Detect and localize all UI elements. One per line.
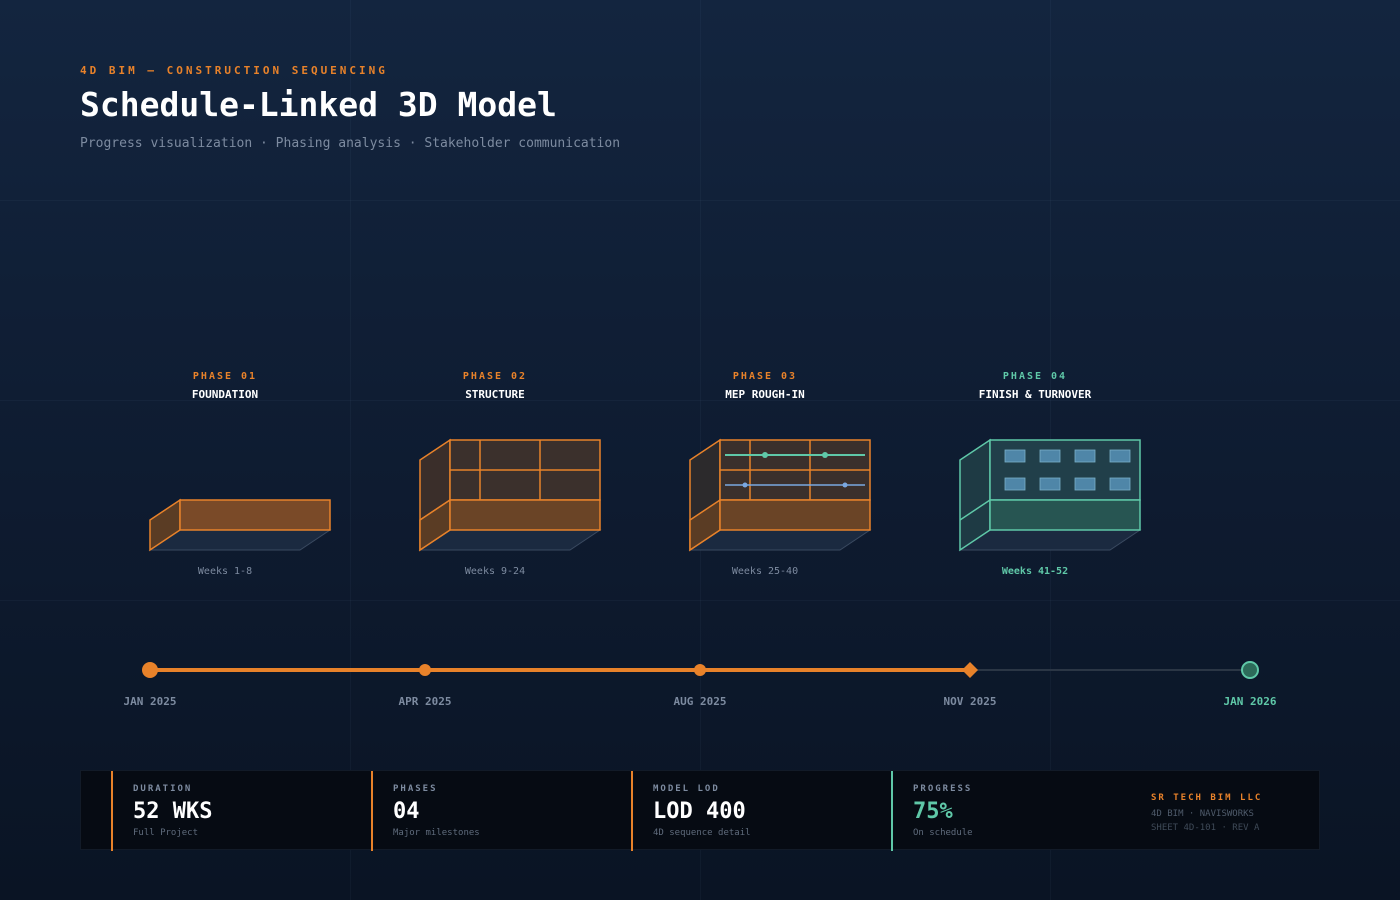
milestone-current-marker (962, 662, 978, 678)
milestone-jan-2025 (142, 662, 158, 678)
phase-number: PHASE 03 (732, 371, 798, 382)
header: 4D BIM — CONSTRUCTION SEQUENCING Schedul… (80, 64, 620, 151)
metric-note: Major milestones (393, 828, 480, 838)
phase-1-model (148, 498, 332, 552)
phase-name: FOUNDATION (191, 388, 259, 401)
metric-label: PHASES (393, 784, 438, 794)
page-subtitle: Progress visualization · Phasing analysi… (80, 136, 621, 151)
metric-label: PROGRESS (913, 784, 973, 794)
metric-note: On schedule (913, 828, 973, 838)
metric-progress: PROGRESS 75% On schedule (891, 771, 1131, 851)
metric-label: DURATION (133, 784, 193, 794)
milestone-jan-2026 (1241, 661, 1259, 679)
page-title: Schedule-Linked 3D Model (80, 85, 557, 124)
phase-label-4: PHASE 04 FINISH & TURNOVER (925, 371, 1145, 401)
window-grid (1004, 449, 1131, 491)
timeline-date: AUG 2025 (673, 695, 727, 708)
timeline-date: APR 2025 (398, 695, 452, 708)
milestone-aug-2025 (694, 664, 706, 676)
metric-note: Full Project (133, 828, 199, 838)
metric-duration: DURATION 52 WKS Full Project (111, 771, 371, 851)
metric-note: 4D sequence detail (653, 828, 751, 838)
phase-number: PHASE 01 (192, 371, 258, 382)
metric-model-lod: MODEL LOD LOD 400 4D sequence detail (631, 771, 891, 851)
phase-label-2: PHASE 02 STRUCTURE (385, 371, 605, 401)
metric-phases: PHASES 04 Major milestones (371, 771, 631, 851)
phase-weeks-3: Weeks 25-40 (731, 566, 799, 577)
metric-value: 52 WKS (133, 799, 213, 824)
timeline (142, 661, 1259, 679)
phase-weeks-2: Weeks 9-24 (464, 566, 526, 577)
eyebrow: 4D BIM — CONSTRUCTION SEQUENCING (80, 64, 388, 77)
timeline-date: NOV 2025 (943, 695, 997, 708)
brand-name: SR TECH BIM LLC (1151, 793, 1263, 803)
brand-line: 4D BIM · NAVISWORKS (1151, 809, 1254, 819)
metric-value: LOD 400 (653, 799, 746, 824)
brand-block: SR TECH BIM LLC 4D BIM · NAVISWORKS SHEE… (1151, 793, 1262, 833)
phase-name: FINISH & TURNOVER (978, 388, 1092, 401)
phase-2-model (418, 438, 602, 552)
timeline-date: JAN 2025 (123, 695, 177, 708)
phase-number: PHASE 04 (1002, 371, 1068, 382)
sheet-info: SHEET 4D-101 · REV A (1151, 823, 1260, 833)
metric-label: MODEL LOD (653, 784, 720, 794)
phase-3-model (688, 438, 872, 552)
milestone-apr-2025 (419, 664, 431, 676)
timeline-date: JAN 2026 (1223, 695, 1277, 708)
metric-value: 75% (913, 799, 953, 824)
metric-value: 04 (393, 799, 420, 824)
phase-name: MEP ROUGH-IN (725, 388, 805, 401)
phase-name: STRUCTURE (465, 388, 525, 401)
phase-4-model (958, 438, 1142, 552)
phase-label-1: PHASE 01 FOUNDATION (115, 371, 335, 401)
metrics-bar: DURATION 52 WKS Full Project PHASES 04 M… (80, 770, 1320, 851)
phase-label-3: PHASE 03 MEP ROUGH-IN (655, 371, 875, 401)
phase-number: PHASE 02 (462, 371, 528, 382)
phase-weeks-1: Weeks 1-8 (197, 566, 253, 577)
phase-weeks-4: Weeks 41-52 (1001, 566, 1069, 577)
